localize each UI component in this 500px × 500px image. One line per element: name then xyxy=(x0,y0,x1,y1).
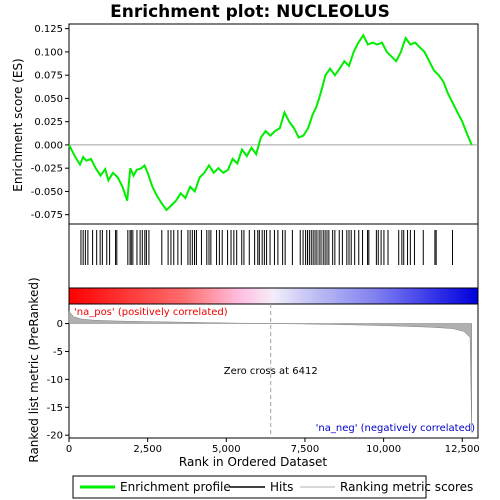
metric-y-tick-label: 0 xyxy=(57,319,63,330)
positive-correlation-label: 'na_pos' (positively correlated) xyxy=(74,307,228,318)
metric-y-axis-label: Ranked list metric (PreRanked) xyxy=(27,277,41,462)
es-y-axis-label: Enrichment score (ES) xyxy=(11,58,25,191)
enrichment-profile-line xyxy=(68,33,473,212)
es-y-tick-label: -0.075 xyxy=(31,210,63,221)
es-y-tick-label: 0.125 xyxy=(34,24,63,35)
es-y-tick-label: 0.050 xyxy=(34,94,63,105)
x-axis-label: Rank in Ordered Dataset xyxy=(179,455,327,469)
es-panel-frame xyxy=(68,23,479,225)
es-y-tick-label: -0.025 xyxy=(31,164,63,175)
negative-correlation-label: 'na_neg' (negatively correlated) xyxy=(316,423,475,434)
metric-y-tick-label: -10 xyxy=(47,375,63,386)
metric-y-tick-label: -15 xyxy=(47,403,63,414)
x-tick-label: 12,500 xyxy=(445,444,480,455)
metric-y-tick-label: -5 xyxy=(53,347,63,358)
es-y-tick-label: 0.075 xyxy=(34,71,63,82)
legend-label-hits: Hits xyxy=(270,480,293,494)
x-tick-label: 2,500 xyxy=(133,444,162,455)
es-panel: -0.075 -0.050 -0.025 0.000 0.025 0.050 0.075 0.… xyxy=(31,23,479,225)
ranking-metric-area xyxy=(68,310,472,433)
es-y-tick-label: 0.000 xyxy=(34,140,63,151)
x-tick-label: 7,500 xyxy=(291,444,320,455)
zero-cross-label: Zero cross at 6412 xyxy=(224,366,318,377)
hits-panel xyxy=(68,223,479,289)
x-tick-label: 10,000 xyxy=(366,444,401,455)
es-y-tick-label: -0.050 xyxy=(31,187,63,198)
legend-label-ranking-metric: Ranking metric scores xyxy=(340,480,473,494)
legend: Enrichment profile Hits Ranking metric s… xyxy=(72,475,473,499)
es-y-tick-label: 0.100 xyxy=(34,47,63,58)
metric-y-tick-label: -20 xyxy=(47,431,63,442)
x-tick-label: 0 xyxy=(66,444,72,455)
es-y-tick-label: 0.025 xyxy=(34,117,63,128)
metric-panel: 0 -5 -10 -15 -20 0 2,500 5,000 7,500 10,000 12,50… xyxy=(47,303,480,455)
legend-label-enrichment-profile: Enrichment profile xyxy=(120,480,231,494)
rank-color-bar xyxy=(68,287,479,305)
chart-title: Enrichment plot: NUCLEOLUS xyxy=(110,2,390,22)
x-tick-label: 5,000 xyxy=(212,444,241,455)
